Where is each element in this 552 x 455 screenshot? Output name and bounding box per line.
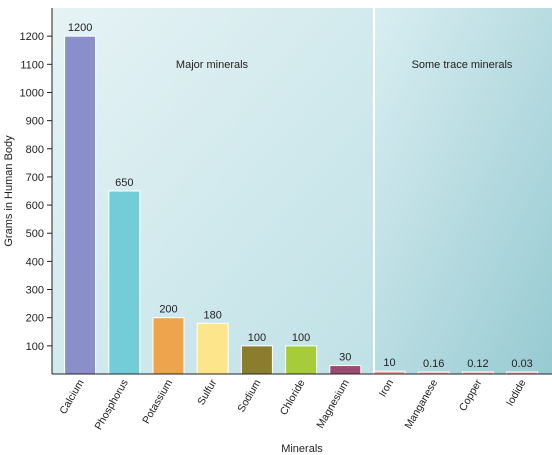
y-tick-label: 600 bbox=[26, 200, 44, 212]
y-tick-label: 300 bbox=[26, 285, 44, 297]
value-label-copper: 0.12 bbox=[467, 358, 488, 370]
bar-sodium bbox=[240, 345, 273, 375]
category-label-copper: Copper bbox=[457, 377, 485, 413]
category-labels: Calcium Phosphorus Potassium Sulfur Sodium Ch… bbox=[57, 377, 528, 432]
y-tick-label: 400 bbox=[26, 256, 44, 268]
bar-sulfur bbox=[196, 322, 229, 375]
y-tick-label: 700 bbox=[26, 172, 44, 184]
value-label-manganese: 0.16 bbox=[423, 358, 444, 370]
category-label-calcium: Calcium bbox=[57, 377, 86, 416]
value-label-phosphorus: 650 bbox=[115, 177, 133, 189]
category-label-phosphorus: Phosphorus bbox=[92, 378, 130, 433]
y-tick-label: 800 bbox=[26, 144, 44, 156]
value-label-iodide: 0.03 bbox=[511, 358, 532, 370]
value-label-iron: 10 bbox=[383, 357, 395, 369]
category-label-magnesium: Magnesium bbox=[314, 377, 352, 430]
bar-potassium bbox=[152, 317, 185, 375]
value-label-magnesium: 30 bbox=[339, 352, 351, 364]
value-label-calcium: 1200 bbox=[68, 22, 92, 34]
x-axis-title: Minerals bbox=[281, 443, 323, 455]
y-axis-ticks: 100 200 300 400 500 600 700 800 900 1000 1100 1200 bbox=[20, 31, 52, 353]
value-label-sodium: 100 bbox=[248, 332, 266, 344]
category-label-iron: Iron bbox=[377, 377, 397, 399]
region-label-trace: Some trace minerals bbox=[412, 59, 513, 71]
value-label-sulfur: 180 bbox=[204, 309, 222, 321]
y-tick-label: 1100 bbox=[20, 59, 44, 71]
bars bbox=[64, 35, 539, 375]
trace-minerals-region bbox=[375, 8, 552, 374]
y-tick-label: 1000 bbox=[20, 87, 44, 99]
category-label-chloride: Chloride bbox=[278, 377, 308, 417]
value-labels: 1200 650 200 180 100 100 30 10 0.16 0.12 0.03 bbox=[68, 22, 533, 370]
value-label-potassium: 200 bbox=[159, 304, 177, 316]
major-minerals-region bbox=[52, 8, 373, 374]
y-tick-label: 200 bbox=[26, 313, 44, 325]
value-label-chloride: 100 bbox=[292, 332, 310, 344]
category-label-potassium: Potassium bbox=[140, 377, 175, 426]
region-label-major: Major minerals bbox=[176, 59, 249, 71]
bar-phosphorus bbox=[108, 190, 141, 375]
category-label-iodide: Iodide bbox=[504, 377, 529, 408]
bar-calcium bbox=[64, 35, 97, 375]
y-tick-label: 100 bbox=[26, 341, 44, 353]
y-tick-label: 900 bbox=[26, 116, 44, 128]
category-label-sulfur: Sulfur bbox=[195, 377, 219, 407]
y-axis-title: Grams in Human Body bbox=[3, 135, 15, 247]
category-label-manganese: Manganese bbox=[402, 377, 440, 431]
bar-chloride bbox=[285, 345, 318, 375]
y-tick-label: 500 bbox=[26, 228, 44, 240]
bar-magnesium bbox=[329, 365, 362, 375]
category-label-sodium: Sodium bbox=[235, 377, 263, 414]
y-tick-label: 1200 bbox=[20, 31, 44, 43]
